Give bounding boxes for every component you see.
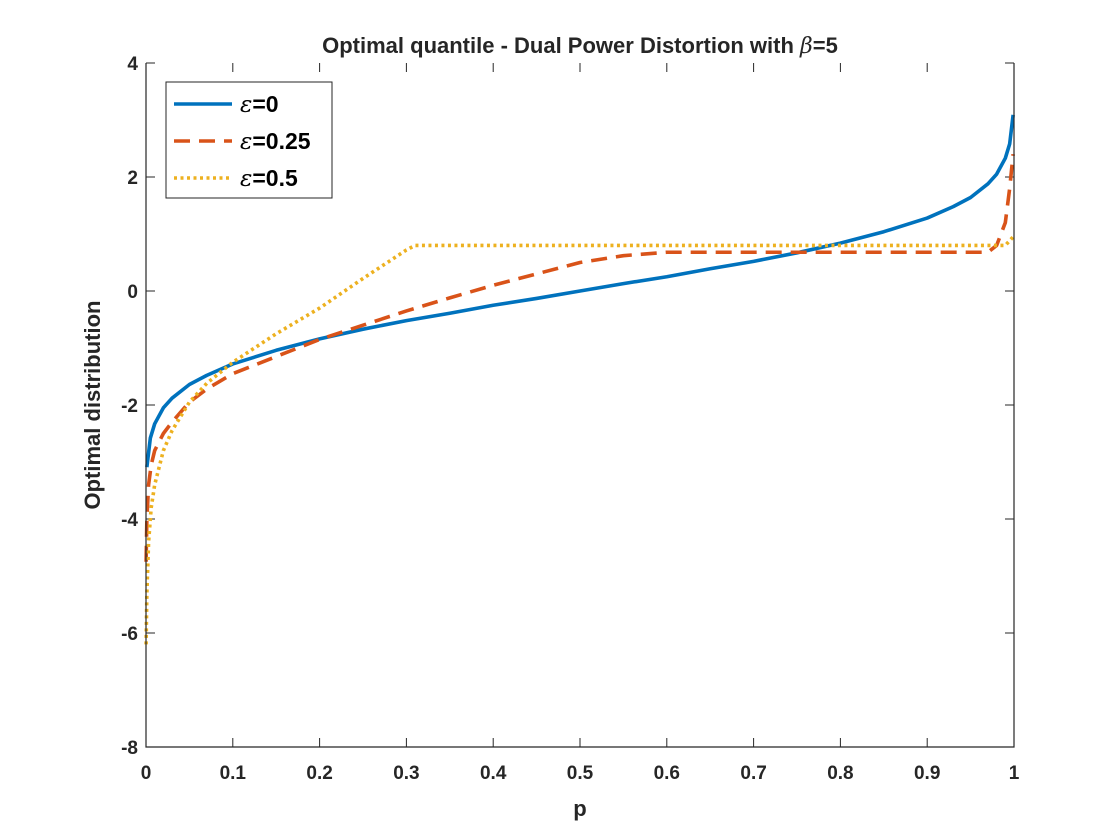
legend-suffix: =0 (252, 91, 278, 117)
series-line-1 (145, 114, 1015, 468)
y-axis: -8 -6 -4 -2 0 2 4 (121, 54, 1014, 759)
axis-box (145, 63, 1015, 748)
legend-suffix: =0.25 (252, 128, 310, 154)
x-axis: 0 0.1 0.2 0.3 0.4 0.5 0.6 0.7 0.8 0.9 1 (141, 63, 1020, 784)
legend-label-3: ε=0.5 (240, 165, 298, 192)
x-tick-label: 0.9 (914, 763, 940, 784)
x-tick-label: 0 (141, 763, 152, 784)
legend-label-2: ε=0.25 (240, 128, 311, 155)
x-tick-label: 0.6 (654, 763, 680, 784)
y-tick-label: -8 (121, 738, 138, 759)
y-tick-label: -4 (121, 510, 138, 531)
legend-symbol: ε (240, 166, 252, 192)
x-tick-label: 0.3 (393, 763, 419, 784)
y-tick-label: -6 (121, 624, 138, 645)
legend-symbol: ε (240, 129, 252, 155)
y-tick-label: 0 (127, 282, 138, 303)
series-line-2 (144, 154, 1015, 562)
chart-title-suffix: =5 (813, 33, 838, 58)
legend: ε=0ε=0.25ε=0.5 (165, 81, 333, 199)
y-tick-label: -2 (121, 396, 138, 417)
chart-title-prefix: Optimal quantile - Dual Power Distortion… (322, 33, 800, 58)
x-tick-label: 0.7 (740, 763, 766, 784)
x-tick-label: 1 (1009, 763, 1020, 784)
y-tick-label: 2 (127, 168, 138, 189)
chart-title-symbol: β (799, 34, 813, 59)
x-tick-label: 0.2 (306, 763, 332, 784)
legend-symbol: ε (240, 92, 252, 118)
y-axis-label: Optimal distribution (80, 301, 105, 510)
chart-title: Optimal quantile - Dual Power Distortion… (322, 33, 838, 59)
x-tick-label: 0.5 (567, 763, 594, 784)
x-tick-label: 0.4 (480, 763, 507, 784)
x-tick-label: 0.1 (220, 763, 247, 784)
legend-entries: ε=0ε=0.25ε=0.5 (174, 91, 311, 192)
legend-suffix: =0.5 (252, 165, 298, 191)
x-tick-label: 0.8 (827, 763, 853, 784)
legend-label-1: ε=0 (240, 91, 279, 118)
series-layer (144, 114, 1015, 645)
x-axis-label: p (573, 796, 586, 821)
y-tick-label: 4 (127, 54, 138, 75)
